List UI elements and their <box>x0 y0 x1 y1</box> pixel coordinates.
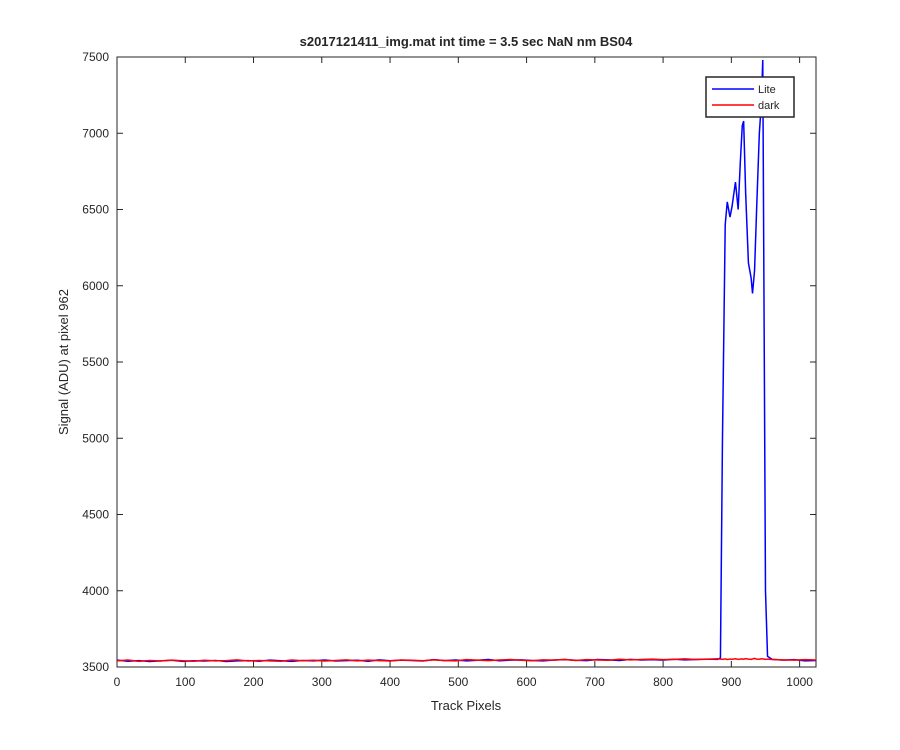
x-tick-label: 200 <box>244 675 264 689</box>
y-axis-label: Signal (ADU) at pixel 962 <box>56 289 71 435</box>
legend-box <box>705 76 795 118</box>
y-tick-label: 4500 <box>82 508 109 522</box>
y-tick-label: 7000 <box>82 126 109 140</box>
y-tick-label: 7500 <box>82 50 109 64</box>
x-tick-label: 300 <box>312 675 332 689</box>
x-tick-label: 400 <box>380 675 400 689</box>
y-tick-label: 6500 <box>82 203 109 217</box>
x-tick-label: 700 <box>585 675 605 689</box>
x-tick-label: 500 <box>448 675 468 689</box>
y-tick-label: 6000 <box>82 279 109 293</box>
chart-title: s2017121411_img.mat int time = 3.5 sec N… <box>300 34 634 49</box>
x-axis-label: Track Pixels <box>431 698 502 713</box>
y-tick-label: 3500 <box>82 660 109 674</box>
y-tick-label: 4000 <box>82 584 109 598</box>
y-tick-label: 5000 <box>82 431 109 445</box>
y-tick-label: 5500 <box>82 355 109 369</box>
x-tick-label: 900 <box>721 675 741 689</box>
x-tick-label: 0 <box>114 675 121 689</box>
legend-label: Lite <box>758 84 776 96</box>
legend-label: dark <box>758 100 780 112</box>
x-tick-label: 1000 <box>786 675 813 689</box>
data-line <box>116 657 817 663</box>
x-tick-label: 600 <box>517 675 537 689</box>
x-tick-label: 800 <box>653 675 673 689</box>
x-tick-label: 100 <box>175 675 195 689</box>
plot-area <box>116 56 817 668</box>
